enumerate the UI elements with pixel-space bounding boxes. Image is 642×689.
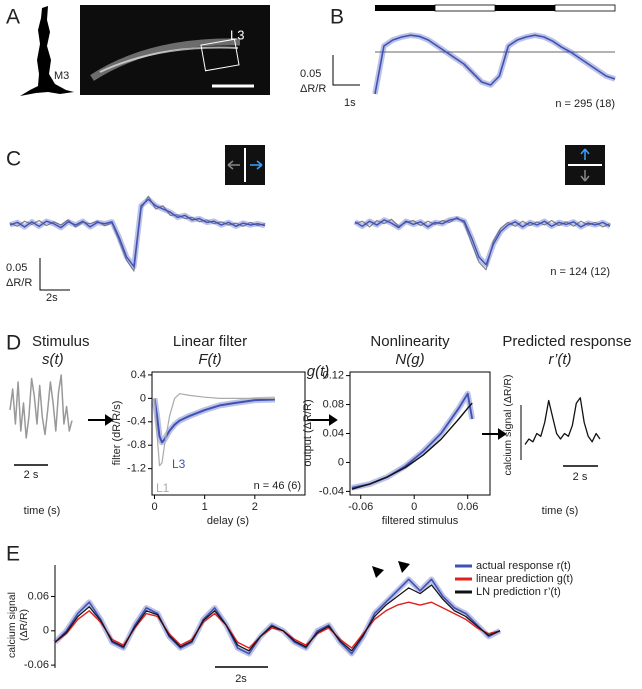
icon-arrow [580, 148, 590, 160]
neuron-label: M3 [54, 70, 69, 82]
stimulus-bar [495, 5, 555, 11]
y-label: calcium signal (ΔR/R) [502, 375, 514, 476]
scale-label: 2s [235, 673, 247, 685]
legend-label: linear prediction g(t) [476, 573, 573, 585]
y-tick-label: 0.12 [323, 370, 344, 382]
plot-frame [151, 371, 306, 496]
y-label: calcium signal [6, 592, 18, 658]
y-label: output (ΔR/R) [302, 399, 314, 466]
stimulus-trace [9, 374, 73, 439]
x-tick-label: 0 [411, 501, 417, 513]
series-band [351, 390, 476, 491]
y-tick-label: -1.2 [127, 463, 146, 475]
response-trace [9, 198, 266, 268]
scale-unit: ΔR/R [300, 83, 326, 95]
x-tick-label: 1 [202, 501, 208, 513]
series-line [153, 398, 275, 444]
column-symbol: N(g) [395, 351, 424, 368]
legend-label: actual response r(t) [476, 560, 571, 572]
series-band [53, 576, 502, 657]
x-tick-label: 2 [252, 501, 258, 513]
column-title: Linear filter [173, 333, 247, 350]
micrograph-structure [99, 46, 239, 73]
x-tick-label: 0.06 [457, 501, 478, 513]
scale-label: 2 s [24, 469, 39, 481]
y-tick-label: 0.04 [323, 427, 344, 439]
icon-arrow [250, 160, 263, 170]
column-symbol: g(t) [307, 363, 330, 380]
panel-label: D [6, 332, 21, 355]
n-label: n = 295 (18) [555, 98, 615, 110]
series-line [153, 393, 275, 467]
arrowhead [398, 561, 410, 573]
column-symbol: F(t) [198, 351, 221, 368]
series-line [351, 402, 473, 490]
response-trace-band [372, 32, 616, 95]
stimulus-bar [375, 5, 435, 11]
series-label: L1 [156, 481, 170, 495]
y-tick-label: -0.4 [127, 416, 146, 428]
y-tick-label: 0.06 [28, 590, 49, 602]
series-label: L3 [172, 457, 186, 471]
x-tick-label: 0 [151, 501, 157, 513]
column-title: Predicted response [502, 333, 631, 350]
plot-frame [349, 371, 491, 496]
arrow [88, 414, 114, 426]
series-line [351, 392, 474, 489]
control-trace [354, 216, 611, 271]
arrow [482, 428, 507, 440]
y-tick-label: 0 [338, 456, 344, 468]
icon-arrow [580, 170, 590, 182]
column-symbol: r’(t) [548, 351, 571, 368]
y-tick-label: -0.8 [127, 439, 146, 451]
scale-label: 0.05 [300, 68, 321, 80]
arrow [308, 414, 338, 426]
column-title: Stimulus [32, 333, 90, 350]
series-line [54, 584, 501, 652]
x-label: time (s) [542, 505, 579, 517]
scale-label: 2 s [573, 471, 588, 483]
x-label: delay (s) [207, 515, 249, 527]
roi-box [200, 38, 240, 72]
y-tick-label: -0.06 [24, 659, 49, 671]
panel-label: A [6, 6, 20, 29]
scale-bar [39, 258, 70, 291]
panel-label: C [6, 148, 21, 171]
predicted-trace [524, 397, 601, 445]
y-tick-label: 0.08 [323, 398, 344, 410]
scale-unit: ΔR/R [6, 277, 32, 289]
series-line [54, 578, 501, 655]
legend-label: LN prediction r’(t) [476, 586, 561, 598]
y-tick-label: 0 [140, 392, 146, 404]
panel-label: B [330, 6, 344, 29]
arrowhead [372, 566, 384, 578]
y-label: filter (dR/R/s) [111, 401, 123, 466]
stimulus-bar [554, 4, 616, 12]
n-label: n = 124 (12) [550, 266, 610, 278]
x-label: time (s) [24, 505, 61, 517]
column-title: Nonlinearity [370, 333, 450, 350]
column-symbol: s(t) [42, 351, 64, 368]
x-tick-label: -0.06 [348, 501, 373, 513]
panel-label: E [6, 543, 20, 566]
scale-bar [332, 55, 360, 86]
y-label: (ΔR/R) [18, 609, 30, 641]
scale-label: 0.05 [6, 262, 27, 274]
icon-arrow [227, 160, 240, 170]
x-label: filtered stimulus [382, 515, 459, 527]
stimulus-bar [434, 4, 496, 12]
scale-label: 1s [344, 97, 356, 109]
n-label: n = 46 (6) [254, 480, 301, 492]
neuron-drawing [20, 6, 74, 96]
y-tick-label: -0.04 [319, 485, 344, 497]
scale-label: 2s [46, 292, 58, 304]
y-tick-label: 0.4 [131, 369, 146, 381]
response-trace [354, 217, 611, 266]
roi-label: L3 [230, 27, 244, 42]
response-trace [374, 34, 616, 95]
y-tick-label: 0 [43, 625, 49, 637]
